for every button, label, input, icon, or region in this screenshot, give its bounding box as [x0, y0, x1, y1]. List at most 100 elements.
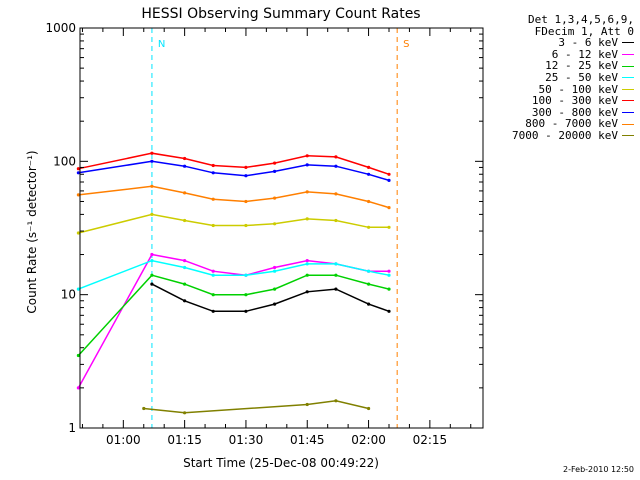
series-point	[76, 171, 80, 175]
legend-label: 25 - 50 keV	[545, 70, 618, 84]
series-point	[211, 293, 215, 297]
legend-label: 300 - 800 keV	[531, 105, 618, 119]
series-point	[334, 155, 338, 159]
legend-entry: 6 - 12 keV	[484, 49, 634, 61]
series-point	[367, 199, 371, 204]
series-point	[273, 265, 277, 270]
legend-label: 3 - 6 keV	[558, 36, 618, 50]
series-point	[76, 231, 80, 235]
series-point	[183, 411, 187, 415]
series-point	[387, 206, 391, 210]
series-point	[76, 193, 80, 197]
legend-entry: 800 - 7000 keV	[484, 118, 634, 130]
legend-swatch	[622, 54, 634, 56]
legend-swatch	[622, 42, 634, 44]
series-line	[78, 152, 390, 176]
y-tick-label: 100	[53, 154, 76, 168]
series-point	[367, 172, 371, 176]
axes-layer: 1 10 100 1000 01:00 01:15 01:30 01:45 02:00 02:15	[45, 21, 483, 447]
series-line	[77, 274, 390, 357]
legend-entry: 50 - 100 keV	[484, 83, 634, 96]
series-point	[183, 156, 187, 161]
legend-entry: 3 - 6 keV	[484, 37, 634, 49]
series-point	[334, 262, 338, 266]
chart-title: HESSI Observing Summary Count Rates	[141, 6, 420, 22]
legend-label: 7000 - 20000 keV	[512, 128, 618, 142]
series-point	[150, 184, 154, 188]
series-point	[305, 163, 309, 167]
y-tick-label: 1	[68, 421, 76, 435]
series-point	[244, 165, 248, 169]
legend-swatch	[622, 123, 634, 125]
series-point	[244, 199, 248, 204]
series-point	[76, 287, 80, 291]
series-point	[305, 259, 309, 263]
series-point	[334, 192, 338, 196]
series-point	[211, 309, 215, 313]
series-point	[183, 218, 187, 223]
series-point	[244, 273, 248, 277]
footer-date: 2-Feb-2010 12:50	[563, 465, 634, 474]
series-point	[244, 309, 248, 313]
series-point	[273, 196, 277, 200]
series-point	[387, 273, 391, 277]
series-point	[305, 217, 309, 221]
x-axis-label: Start Time (25-Dec-08 00:49:22)	[183, 456, 379, 470]
series-point	[367, 282, 371, 286]
x-tick-label: 02:00	[351, 433, 386, 447]
series-point	[76, 386, 80, 390]
series-point	[334, 287, 338, 291]
series-point	[142, 406, 146, 411]
legend-swatch	[622, 65, 634, 67]
series-point	[305, 273, 309, 277]
series-point	[273, 302, 277, 306]
legend-entry: 300 - 800 keV	[484, 107, 634, 119]
legend-entry: 25 - 50 keV	[484, 72, 634, 84]
legend-swatch	[622, 135, 634, 137]
series-point	[387, 287, 391, 291]
series-point	[150, 212, 154, 216]
legend-label: 12 - 25 keV	[545, 59, 618, 73]
series-point	[211, 269, 215, 273]
series-point	[334, 218, 338, 223]
flag-label: S	[403, 39, 409, 50]
legend-entries: 3 - 6 keV 6 - 12 keV 12 - 25 keV 25 - 50 ke…	[484, 37, 634, 141]
flag-label: N	[158, 39, 165, 50]
x-tick-label: 02:15	[413, 433, 448, 447]
x-tick-label: 01:45	[290, 433, 325, 447]
series-point	[273, 161, 277, 165]
series-point	[76, 167, 80, 171]
series-point	[150, 282, 154, 286]
series-point	[244, 174, 248, 178]
legend: Det 1,3,4,5,6,9, FDecim 1, Att 0 3 - 6 ke…	[484, 14, 634, 142]
legend-entry: 100 - 300 keV	[484, 95, 634, 107]
series-point	[305, 154, 309, 158]
y-axis-label: Count Rate (s⁻¹ detector⁻¹)	[25, 150, 39, 313]
series-point	[305, 190, 309, 194]
legend-header-line: Det 1,3,4,5,6,9,	[528, 13, 634, 26]
legend-label: 800 - 7000 keV	[525, 117, 618, 131]
series-point	[334, 399, 338, 403]
legend-label: 6 - 12 keV	[551, 47, 618, 61]
legend-header-line: FDecim 1, Att 0	[534, 24, 634, 38]
series-line	[78, 213, 389, 234]
series-point	[244, 223, 248, 228]
series-point	[305, 402, 309, 407]
series-point	[211, 273, 215, 277]
series-point	[367, 225, 371, 229]
legend-entry: 12 - 25 keV	[484, 60, 634, 72]
series-point	[150, 252, 154, 257]
legend-swatch	[622, 100, 634, 102]
plot-frame	[79, 27, 484, 429]
series-point	[305, 262, 309, 266]
series-point	[211, 171, 215, 175]
series-point	[273, 269, 277, 273]
series-point	[367, 302, 371, 306]
series-line	[78, 160, 390, 182]
series-point	[334, 164, 338, 168]
x-tick-label: 01:30	[229, 433, 264, 447]
series-point	[183, 265, 187, 270]
y-tick-label: 1000	[45, 21, 76, 35]
